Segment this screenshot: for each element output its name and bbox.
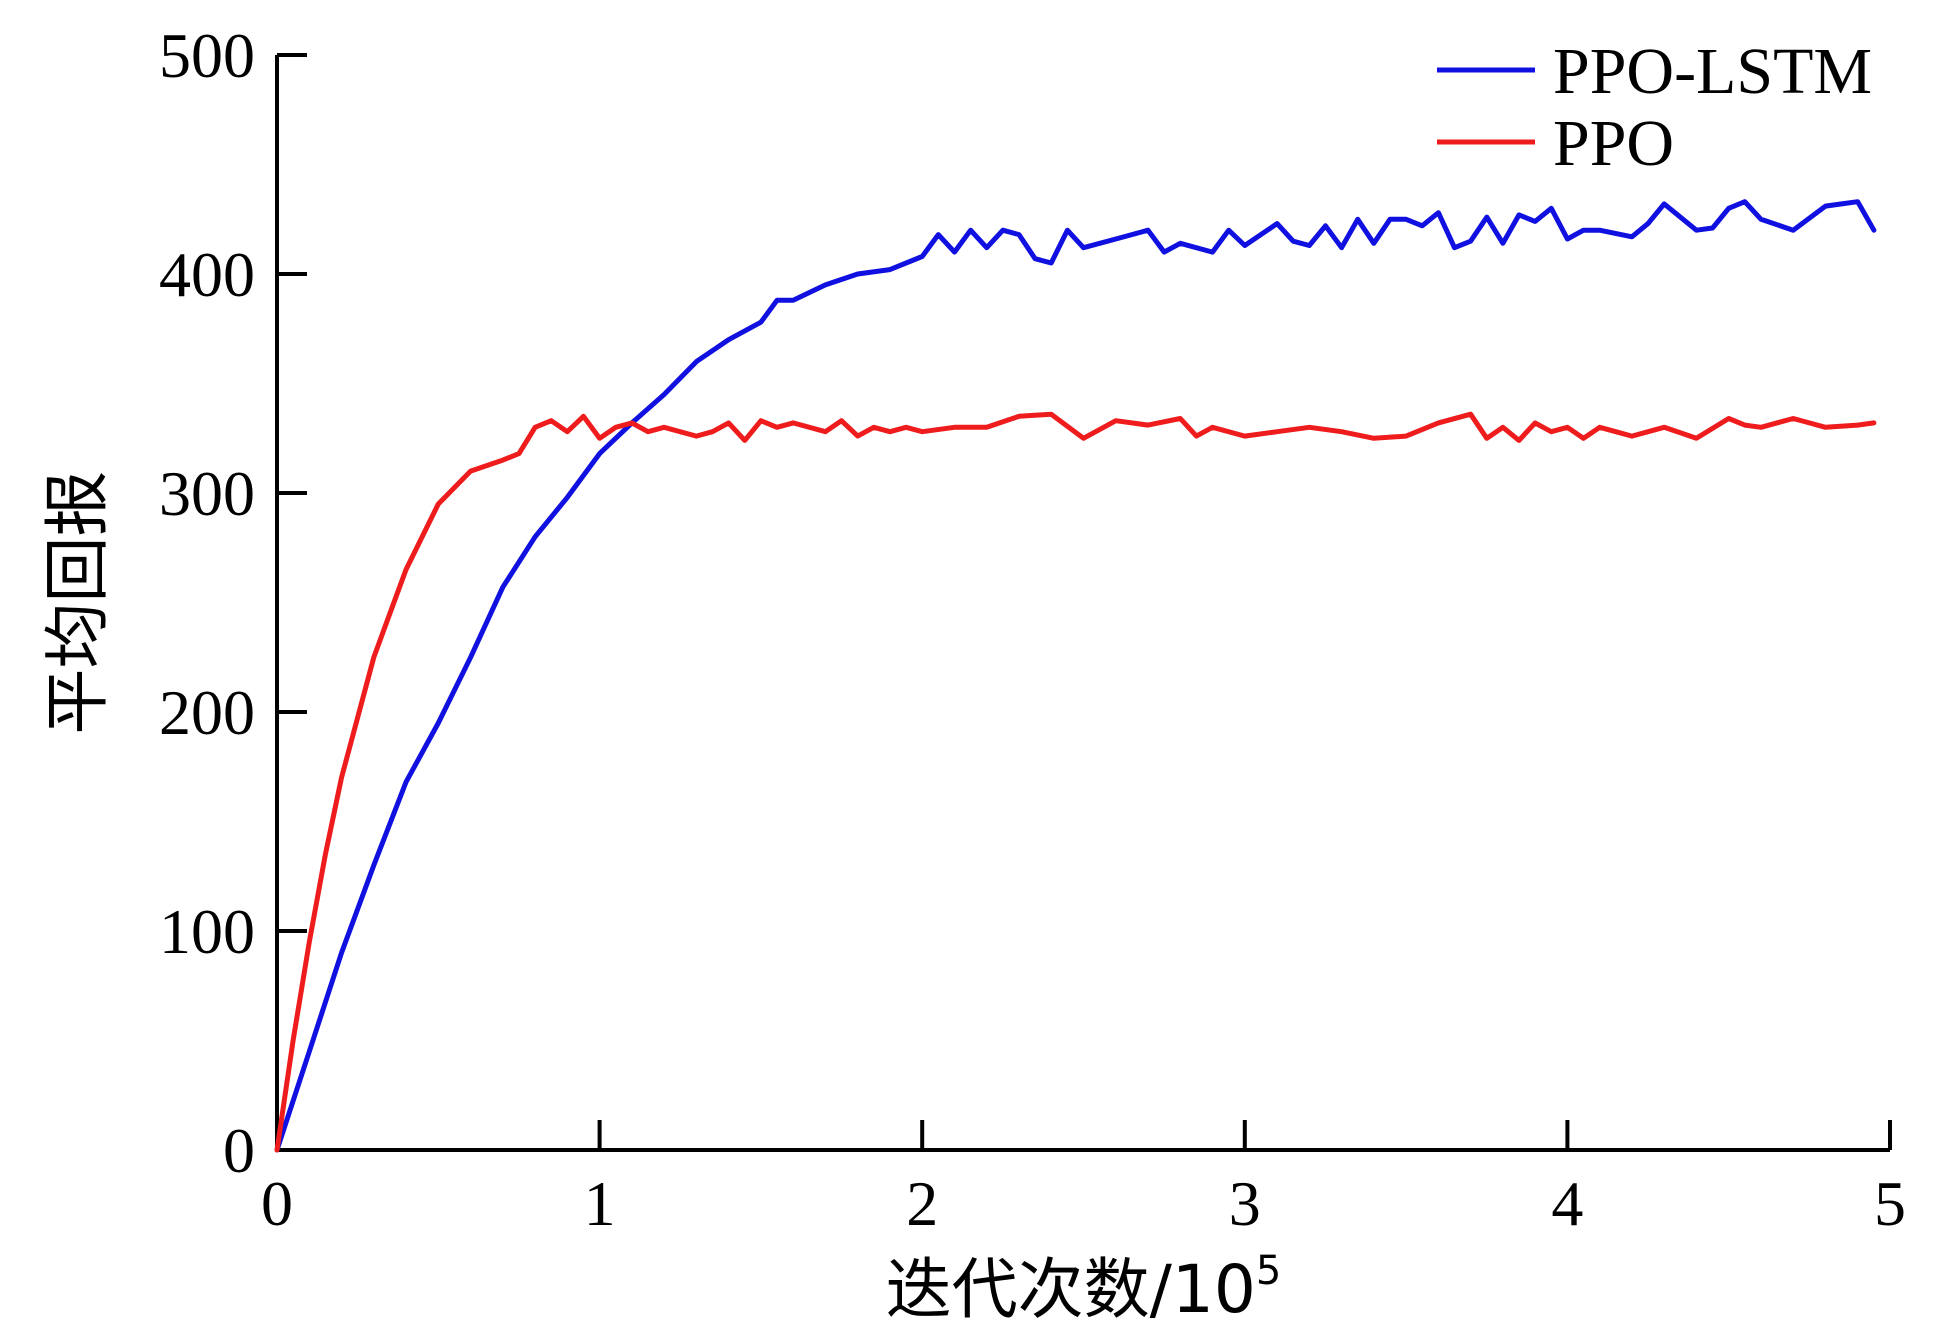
x-tick-label: 2 bbox=[906, 1168, 938, 1239]
x-axis-title: 迭代次数/105 bbox=[886, 1248, 1282, 1328]
x-tick-label: 1 bbox=[584, 1168, 616, 1239]
legend-label-ppo-lstm: PPO-LSTM bbox=[1553, 35, 1872, 108]
x-tick-label: 3 bbox=[1229, 1168, 1261, 1239]
y-tick-label: 200 bbox=[159, 677, 255, 748]
y-tick-label: 0 bbox=[223, 1115, 255, 1186]
series-line-ppo-lstm bbox=[274, 199, 1877, 1153]
y-tick-label: 300 bbox=[159, 458, 255, 529]
y-axis-title: 平均回报 bbox=[39, 471, 116, 735]
x-axis-title-text: 迭代次数/10 bbox=[886, 1251, 1256, 1328]
y-tick-label: 500 bbox=[159, 20, 255, 91]
x-tick-label: 5 bbox=[1874, 1168, 1906, 1239]
x-tick-label: 0 bbox=[261, 1168, 293, 1239]
x-tick-label: 4 bbox=[1551, 1168, 1583, 1239]
y-tick-label: 400 bbox=[159, 239, 255, 310]
legend-label-ppo: PPO bbox=[1553, 107, 1674, 180]
series-group bbox=[274, 199, 1877, 1153]
y-ticks: 0 100 200 300 400 500 bbox=[159, 20, 307, 1186]
x-ticks: 0 1 2 3 4 5 bbox=[261, 1120, 1906, 1239]
x-axis-title-superscript: 5 bbox=[1256, 1248, 1281, 1294]
legend: PPO-LSTM PPO bbox=[1437, 35, 1872, 180]
series-line-ppo bbox=[274, 411, 1877, 1153]
axes bbox=[275, 55, 1890, 1152]
y-tick-label: 100 bbox=[159, 896, 255, 967]
